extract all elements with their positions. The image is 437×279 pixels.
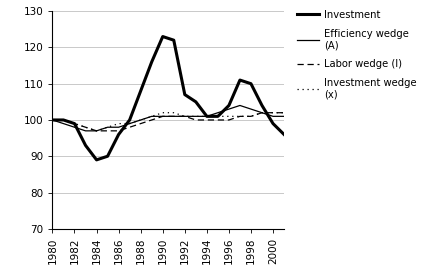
Legend: Investment, Efficiency wedge
(A), Labor wedge (l), Investment wedge
(x): Investment, Efficiency wedge (A), Labor … (293, 6, 420, 104)
